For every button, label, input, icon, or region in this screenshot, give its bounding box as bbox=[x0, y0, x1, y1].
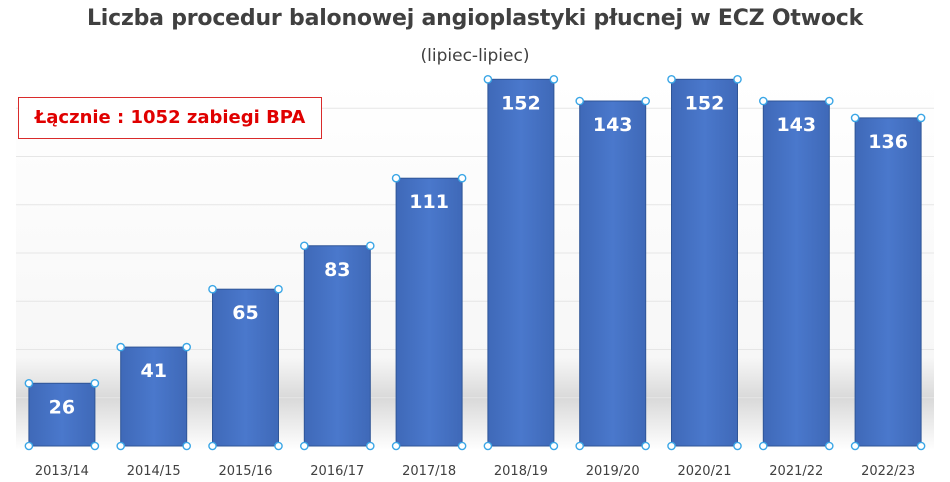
bar-2014/15 bbox=[120, 346, 188, 447]
bar-2021/22 bbox=[762, 100, 830, 447]
data-label: 136 bbox=[868, 131, 908, 153]
selection-handle bbox=[667, 441, 676, 451]
selection-handle bbox=[208, 441, 217, 451]
data-label: 83 bbox=[324, 259, 350, 281]
selection-handle bbox=[641, 96, 651, 106]
x-tick-label: 2015/16 bbox=[218, 464, 272, 479]
bar-2013/14 bbox=[28, 382, 96, 447]
selection-handle bbox=[116, 441, 125, 451]
selection-handle bbox=[457, 441, 467, 451]
selection-handle bbox=[549, 441, 559, 451]
selection-handle bbox=[825, 441, 834, 451]
selection-handle bbox=[365, 241, 375, 251]
selection-handle bbox=[483, 75, 493, 84]
selection-handle bbox=[365, 441, 375, 451]
data-label: 152 bbox=[501, 92, 541, 114]
selection-handle bbox=[299, 441, 309, 451]
selection-handle bbox=[916, 441, 926, 451]
selection-handle bbox=[733, 441, 742, 451]
selection-handle bbox=[391, 441, 401, 451]
bar-2015/16 bbox=[212, 288, 279, 447]
selection-handle bbox=[916, 113, 926, 123]
selection-handle bbox=[90, 441, 100, 451]
data-label: 152 bbox=[685, 92, 725, 114]
selection-handle bbox=[208, 284, 217, 294]
x-tick-label: 2016/17 bbox=[310, 464, 364, 479]
selection-handle bbox=[575, 96, 585, 106]
selection-handle bbox=[483, 441, 493, 451]
x-tick-label: 2020/21 bbox=[677, 464, 731, 479]
x-tick-label: 2018/19 bbox=[494, 464, 548, 479]
x-tick-label: 2013/14 bbox=[35, 464, 89, 479]
data-label: 65 bbox=[232, 302, 258, 324]
data-label: 111 bbox=[409, 191, 449, 213]
x-tick-label: 2017/18 bbox=[402, 464, 456, 479]
selection-handle bbox=[24, 441, 34, 451]
data-label: 26 bbox=[49, 396, 75, 418]
selection-handle bbox=[641, 441, 651, 451]
selection-handle bbox=[90, 378, 100, 388]
x-tick-label: 2014/15 bbox=[127, 464, 181, 479]
selection-handle bbox=[667, 75, 676, 84]
selection-handle bbox=[116, 342, 125, 352]
bar-2020/21 bbox=[671, 78, 738, 447]
selection-handle bbox=[759, 96, 768, 106]
bar-2019/20 bbox=[579, 100, 647, 447]
bar-2017/18 bbox=[395, 177, 463, 447]
total-annotation: Łącznie : 1052 zabiegi BPA bbox=[18, 97, 322, 139]
chart-subtitle: (lipiec-lipiec) bbox=[420, 46, 530, 66]
bar-2022/23 bbox=[854, 117, 922, 447]
selection-handle bbox=[850, 441, 860, 451]
selection-handle bbox=[182, 441, 191, 451]
selection-handle bbox=[850, 113, 860, 123]
chart-title: Liczba procedur balonowej angioplastyki … bbox=[86, 6, 864, 31]
selection-handle bbox=[391, 173, 401, 183]
selection-handle bbox=[24, 378, 34, 388]
selection-handle bbox=[549, 75, 559, 84]
selection-handle bbox=[457, 173, 467, 183]
selection-handle bbox=[825, 96, 834, 106]
data-label: 143 bbox=[593, 114, 633, 136]
selection-handle bbox=[759, 441, 768, 451]
selection-handle bbox=[575, 441, 585, 451]
data-label: 143 bbox=[776, 114, 816, 136]
bar-2018/19 bbox=[487, 78, 555, 447]
x-tick-label: 2022/23 bbox=[861, 464, 915, 479]
data-label: 41 bbox=[140, 360, 166, 382]
x-tick-label: 2019/20 bbox=[586, 464, 640, 479]
bar-2016/17 bbox=[303, 245, 371, 447]
x-tick-label: 2021/22 bbox=[769, 464, 823, 479]
selection-handle bbox=[299, 241, 309, 251]
selection-handle bbox=[274, 284, 283, 294]
selection-handle bbox=[274, 441, 283, 451]
selection-handle bbox=[733, 75, 742, 84]
selection-handle bbox=[182, 342, 191, 352]
